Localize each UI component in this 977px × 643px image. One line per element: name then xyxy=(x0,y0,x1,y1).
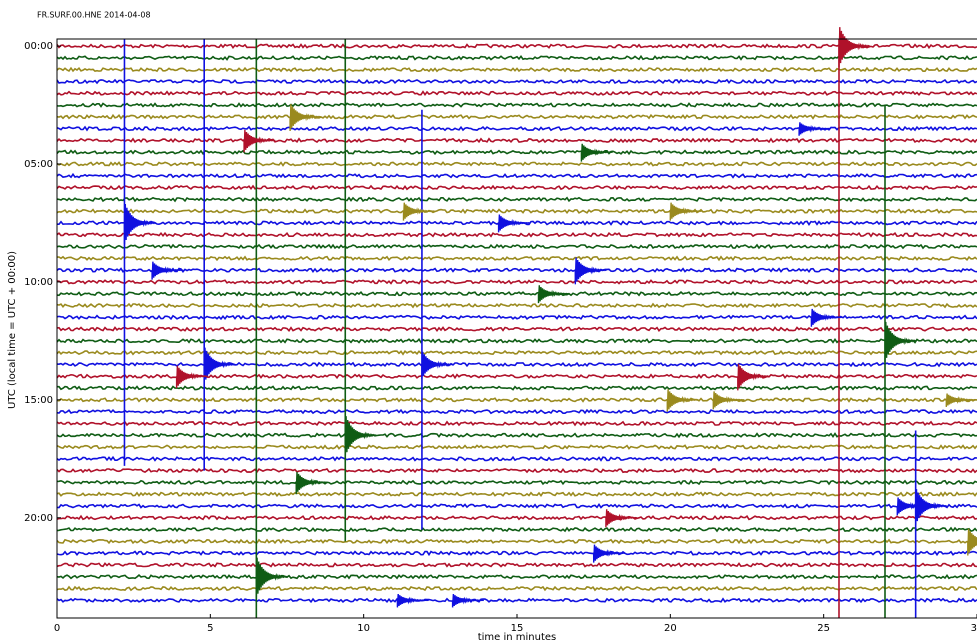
trace xyxy=(56,78,977,85)
x-tick-label: 25 xyxy=(817,623,830,634)
trace xyxy=(56,267,977,274)
event xyxy=(537,285,570,304)
trace xyxy=(56,337,977,344)
event xyxy=(914,489,948,525)
chart-title: FR.SURF.00.HNE 2014-04-08 xyxy=(37,11,151,20)
event xyxy=(421,351,454,379)
event xyxy=(402,202,435,221)
trace xyxy=(56,397,977,403)
y-axis-label: UTC (local time = UTC + 00:00) xyxy=(7,251,18,409)
trace xyxy=(56,196,977,203)
x-tick-label: 0 xyxy=(54,623,60,634)
trace xyxy=(56,467,977,474)
trace xyxy=(56,184,977,191)
trace xyxy=(56,585,977,592)
trace xyxy=(56,573,977,580)
traces xyxy=(56,27,977,618)
event xyxy=(175,365,209,389)
y-tick-label: 20:00 xyxy=(24,513,53,524)
event xyxy=(255,557,288,599)
trace xyxy=(56,66,977,73)
event xyxy=(580,143,613,162)
x-axis-label: time in minutes xyxy=(478,632,557,643)
x-tick-label: 15 xyxy=(511,623,524,634)
event xyxy=(896,497,929,516)
trace xyxy=(56,420,977,427)
event xyxy=(497,214,531,233)
trace xyxy=(56,208,977,215)
plot-frame xyxy=(56,38,977,619)
event xyxy=(203,347,236,384)
trace xyxy=(56,502,977,509)
trace xyxy=(56,514,977,521)
trace xyxy=(56,149,977,156)
trace xyxy=(56,538,977,545)
y-tick-label: 00:00 xyxy=(24,41,53,52)
trace xyxy=(57,255,977,262)
event xyxy=(295,471,328,495)
trace xyxy=(56,43,977,50)
y-tick-label: 15:00 xyxy=(24,395,53,406)
trace xyxy=(56,161,977,167)
trace xyxy=(57,385,977,391)
trace xyxy=(56,279,977,285)
event xyxy=(344,416,377,457)
event xyxy=(123,203,157,245)
trace xyxy=(56,526,977,533)
trace xyxy=(56,54,977,61)
event xyxy=(798,122,831,136)
event xyxy=(712,391,745,410)
event xyxy=(451,593,484,608)
trace xyxy=(56,291,977,297)
event xyxy=(605,509,638,528)
event xyxy=(592,544,626,563)
trace xyxy=(56,562,977,568)
trace xyxy=(56,408,977,415)
event xyxy=(669,202,702,221)
event xyxy=(838,27,871,68)
trace xyxy=(56,326,977,333)
trace xyxy=(56,302,977,309)
event xyxy=(289,104,322,132)
trace xyxy=(56,432,977,439)
event xyxy=(243,129,276,153)
event xyxy=(574,257,607,285)
x-tick-label: 5 xyxy=(207,623,213,634)
event xyxy=(884,321,917,363)
trace xyxy=(56,444,977,450)
trace xyxy=(56,113,977,120)
event xyxy=(967,528,977,556)
trace xyxy=(56,172,977,179)
trace xyxy=(56,550,977,557)
event xyxy=(151,261,184,280)
y-tick-label: 05:00 xyxy=(24,159,53,170)
event xyxy=(737,363,770,391)
event xyxy=(666,389,699,412)
trace xyxy=(56,243,977,250)
x-tick-label: 10 xyxy=(357,623,370,634)
trace xyxy=(56,455,977,462)
trace xyxy=(56,102,977,108)
event xyxy=(945,393,977,407)
y-tick-label: 10:00 xyxy=(24,277,53,288)
trace xyxy=(56,479,977,486)
event xyxy=(810,308,843,327)
trace xyxy=(56,373,977,380)
trace xyxy=(56,491,977,498)
trace xyxy=(56,597,977,604)
trace xyxy=(56,90,977,97)
trace xyxy=(56,349,977,356)
trace xyxy=(56,137,977,144)
x-tick-label: 30 xyxy=(971,623,977,634)
trace xyxy=(56,231,977,238)
event xyxy=(396,593,429,608)
x-tick-label: 20 xyxy=(664,623,677,634)
